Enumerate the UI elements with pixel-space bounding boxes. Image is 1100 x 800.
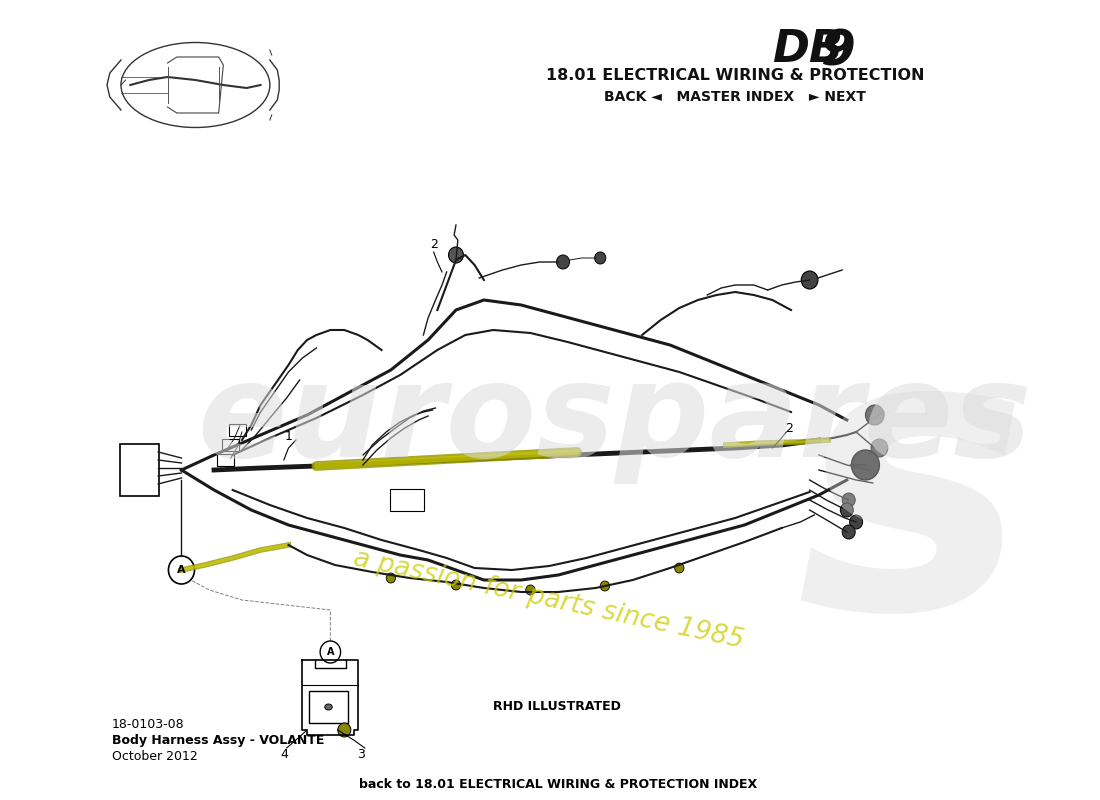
- Text: RHD ILLUSTRATED: RHD ILLUSTRATED: [493, 700, 622, 713]
- Circle shape: [801, 271, 818, 289]
- Text: 2: 2: [430, 238, 438, 251]
- Circle shape: [843, 525, 855, 539]
- Ellipse shape: [324, 704, 332, 710]
- Circle shape: [851, 450, 879, 480]
- Text: 2: 2: [785, 422, 793, 434]
- Text: 4: 4: [279, 749, 288, 762]
- Text: Body Harness Assy - VOLANTE: Body Harness Assy - VOLANTE: [112, 734, 324, 747]
- Circle shape: [386, 573, 396, 583]
- Text: s: s: [796, 311, 1027, 689]
- FancyBboxPatch shape: [309, 691, 348, 723]
- Text: 9: 9: [821, 28, 856, 76]
- Circle shape: [601, 581, 609, 591]
- Text: DB: DB: [772, 28, 844, 71]
- Circle shape: [871, 439, 888, 457]
- FancyBboxPatch shape: [217, 454, 233, 466]
- Circle shape: [674, 563, 684, 573]
- Circle shape: [449, 247, 463, 263]
- FancyBboxPatch shape: [222, 439, 239, 451]
- Circle shape: [866, 405, 884, 425]
- Text: A: A: [177, 565, 186, 575]
- Text: October 2012: October 2012: [112, 750, 197, 763]
- Circle shape: [557, 255, 570, 269]
- Text: a passion for parts since 1985: a passion for parts since 1985: [352, 546, 747, 654]
- Circle shape: [849, 515, 862, 529]
- FancyBboxPatch shape: [389, 489, 425, 511]
- Circle shape: [526, 585, 535, 595]
- Text: 3: 3: [358, 749, 365, 762]
- Circle shape: [451, 580, 461, 590]
- FancyBboxPatch shape: [229, 424, 245, 436]
- Circle shape: [338, 723, 351, 737]
- Text: back to 18.01 ELECTRICAL WIRING & PROTECTION INDEX: back to 18.01 ELECTRICAL WIRING & PROTEC…: [360, 778, 758, 791]
- Text: 1: 1: [285, 430, 293, 442]
- Text: A: A: [327, 647, 334, 657]
- Circle shape: [840, 503, 854, 517]
- Circle shape: [843, 493, 855, 507]
- Text: 18.01 ELECTRICAL WIRING & PROTECTION: 18.01 ELECTRICAL WIRING & PROTECTION: [546, 68, 924, 83]
- Text: 18-0103-08: 18-0103-08: [112, 718, 185, 731]
- Circle shape: [595, 252, 606, 264]
- Text: BACK ◄   MASTER INDEX   ► NEXT: BACK ◄ MASTER INDEX ► NEXT: [604, 90, 866, 104]
- Text: eurospares: eurospares: [197, 357, 1032, 483]
- FancyBboxPatch shape: [120, 444, 160, 496]
